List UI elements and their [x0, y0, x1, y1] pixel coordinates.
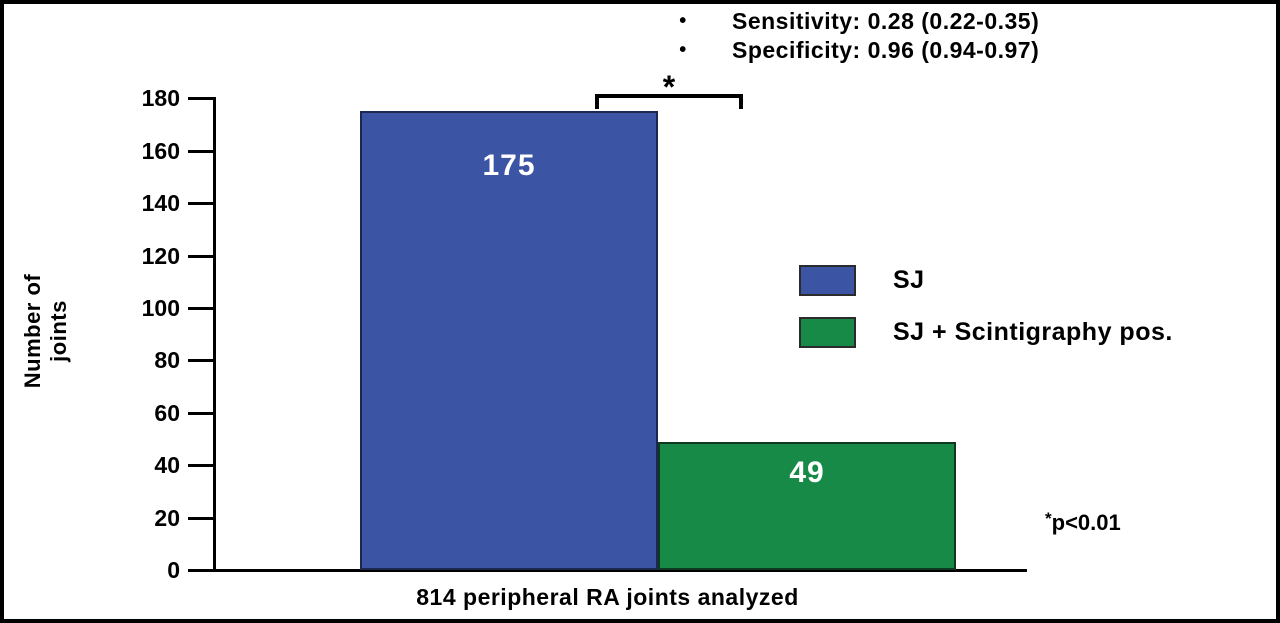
- significance-bracket-left-cap: [595, 94, 599, 109]
- y-tick-80: [188, 359, 215, 362]
- bar-sj: [360, 111, 658, 570]
- legend-swatch-sj-scintigraphy: [799, 317, 856, 348]
- legend-item-sj-scintigraphy: SJ + Scintigraphy pos.: [799, 317, 1173, 348]
- y-tick-label-40: 40: [154, 452, 180, 478]
- y-tick-0: [188, 569, 215, 572]
- sensitivity-row: • Sensitivity: 0.28 (0.22-0.35): [668, 7, 1039, 36]
- y-tick-label-140: 140: [141, 190, 180, 216]
- y-tick-120: [188, 255, 215, 258]
- y-tick-label-60: 60: [154, 400, 180, 426]
- y-axis: [213, 97, 216, 572]
- x-axis: [188, 569, 1027, 572]
- legend-swatch-sj: [799, 265, 856, 296]
- y-tick-40: [188, 464, 215, 467]
- y-tick-180: [188, 97, 215, 100]
- y-tick-140: [188, 202, 215, 205]
- bar-value-sj: 175: [482, 149, 536, 182]
- metrics-list: • Sensitivity: 0.28 (0.22-0.35) • Specif…: [668, 7, 1039, 65]
- y-tick-100: [188, 307, 215, 310]
- p-value-text: p<0.01: [1051, 510, 1121, 535]
- x-axis-caption: 814 peripheral RA joints analyzed: [416, 584, 799, 610]
- y-axis-title: Number of joints: [20, 273, 71, 389]
- legend: SJ SJ + Scintigraphy pos.: [799, 265, 1173, 348]
- y-tick-20: [188, 517, 215, 520]
- y-tick-label-20: 20: [154, 505, 180, 531]
- legend-label-sj-scintigraphy: SJ + Scintigraphy pos.: [893, 318, 1173, 346]
- significance-asterisk: *: [662, 69, 676, 105]
- legend-label-sj: SJ: [893, 266, 925, 294]
- specificity-text: Specificity: 0.96 (0.94-0.97): [732, 37, 1040, 63]
- sensitivity-text: Sensitivity: 0.28 (0.22-0.35): [732, 8, 1040, 34]
- y-tick-label-160: 160: [141, 138, 180, 164]
- y-tick-160: [188, 150, 215, 153]
- significance-bracket-right-cap: [739, 94, 743, 109]
- p-value-asterisk: *: [1045, 509, 1052, 528]
- bar-value-sj-scintigraphy-pos: 49: [789, 456, 825, 489]
- y-tick-label-120: 120: [141, 243, 180, 269]
- y-tick-label-180: 180: [141, 85, 180, 111]
- significance-bracket: [595, 94, 743, 98]
- legend-item-sj: SJ: [799, 265, 1173, 296]
- y-tick-60: [188, 412, 215, 415]
- specificity-row: • Specificity: 0.96 (0.94-0.97): [668, 36, 1039, 65]
- y-tick-label-100: 100: [141, 295, 180, 321]
- bar-sj-scintigraphy-pos: [658, 442, 956, 570]
- bullet-icon: •: [679, 10, 687, 32]
- bullet-icon: •: [679, 39, 687, 61]
- y-tick-label-0: 0: [167, 557, 180, 583]
- y-tick-label-80: 80: [154, 347, 180, 373]
- p-value-note: *p<0.01: [1045, 506, 1121, 536]
